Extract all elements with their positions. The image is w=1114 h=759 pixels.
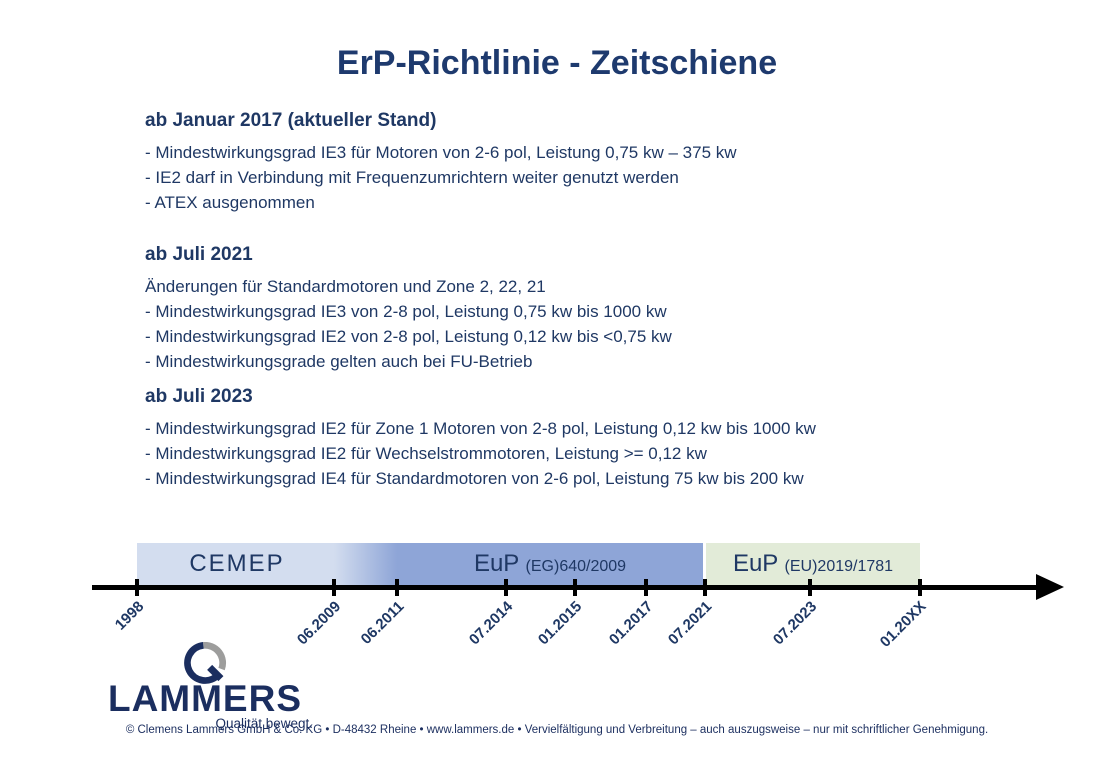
lammers-logo: LAMMERS Qualität bewegt. — [95, 642, 315, 731]
lammers-wordmark: LAMMERS — [107, 678, 303, 719]
bar-label-sub: (EU)2019/1781 — [784, 558, 894, 575]
lammers-tagline: Qualität bewegt. — [215, 716, 313, 731]
timeline-tick — [644, 579, 648, 596]
timeline-tick — [135, 579, 139, 596]
bullet-line: - Mindestwirkungsgrad IE2 für Zone 1 Mot… — [145, 419, 816, 438]
timeline-axis — [92, 585, 1038, 590]
bar-label-eup-eu: EuP (EU)2019/1781 — [706, 543, 920, 585]
intro-line: Änderungen für Standardmotoren und Zone … — [145, 277, 546, 296]
timeline-bar-eup-eu: EuP (EU)2019/1781 — [706, 543, 920, 585]
bullet-line: - Mindestwirkungsgrade gelten auch bei F… — [145, 352, 533, 371]
timeline-arrow-icon — [1036, 574, 1064, 600]
section-heading: ab Juli 2023 — [145, 386, 253, 407]
bullet-line: - ATEX ausgenommen — [145, 193, 315, 212]
lammers-q-icon — [184, 642, 227, 684]
bar-label-main: EuP — [732, 550, 778, 577]
timeline-tick — [573, 579, 577, 596]
bar-label-cemep: CEMEP — [189, 550, 285, 577]
timeline-tick — [808, 579, 812, 596]
footer-copyright: © Clemens Lammers GmbH & Co. KG • D-4843… — [125, 724, 989, 736]
timeline-tick — [395, 579, 399, 596]
bullet-line: - Mindestwirkungsgrad IE3 von 2-8 pol, L… — [145, 302, 667, 321]
bar-label-main: EuP — [473, 550, 519, 577]
timeline-tick — [918, 579, 922, 596]
bar-label-eup-eg: EuP (EG)640/2009 — [397, 543, 703, 585]
bullet-line: - Mindestwirkungsgrad IE2 von 2-8 pol, L… — [145, 327, 672, 346]
bullet-line: - Mindestwirkungsgrad IE2 für Wechselstr… — [145, 444, 707, 463]
timeline-tick — [703, 579, 707, 596]
timeline-tick — [332, 579, 336, 596]
bullet-line: - Mindestwirkungsgrad IE3 für Motoren vo… — [145, 143, 737, 162]
section-jan-2017: ab Januar 2017 (aktueller Stand) - Minde… — [145, 107, 1005, 215]
timeline-bar-cemep-eup-eg: CEMEP EuP (EG)640/2009 — [137, 543, 703, 585]
slide-title: ErP-Richtlinie - Zeitschiene — [336, 44, 778, 82]
bar-label-sub: (EG)640/2009 — [525, 558, 627, 575]
bullet-line: - IE2 darf in Verbindung mit Frequenzumr… — [145, 168, 679, 187]
section-heading: ab Juli 2021 — [145, 244, 253, 265]
section-heading: ab Januar 2017 (aktueller Stand) — [145, 110, 437, 131]
section-juli-2021: ab Juli 2021 Änderungen für Standardmoto… — [145, 241, 1005, 374]
section-juli-2023: ab Juli 2023 - Mindestwirkungsgrad IE2 f… — [145, 383, 1005, 491]
timeline-tick — [504, 579, 508, 596]
bullet-line: - Mindestwirkungsgrad IE4 für Standardmo… — [145, 469, 804, 488]
